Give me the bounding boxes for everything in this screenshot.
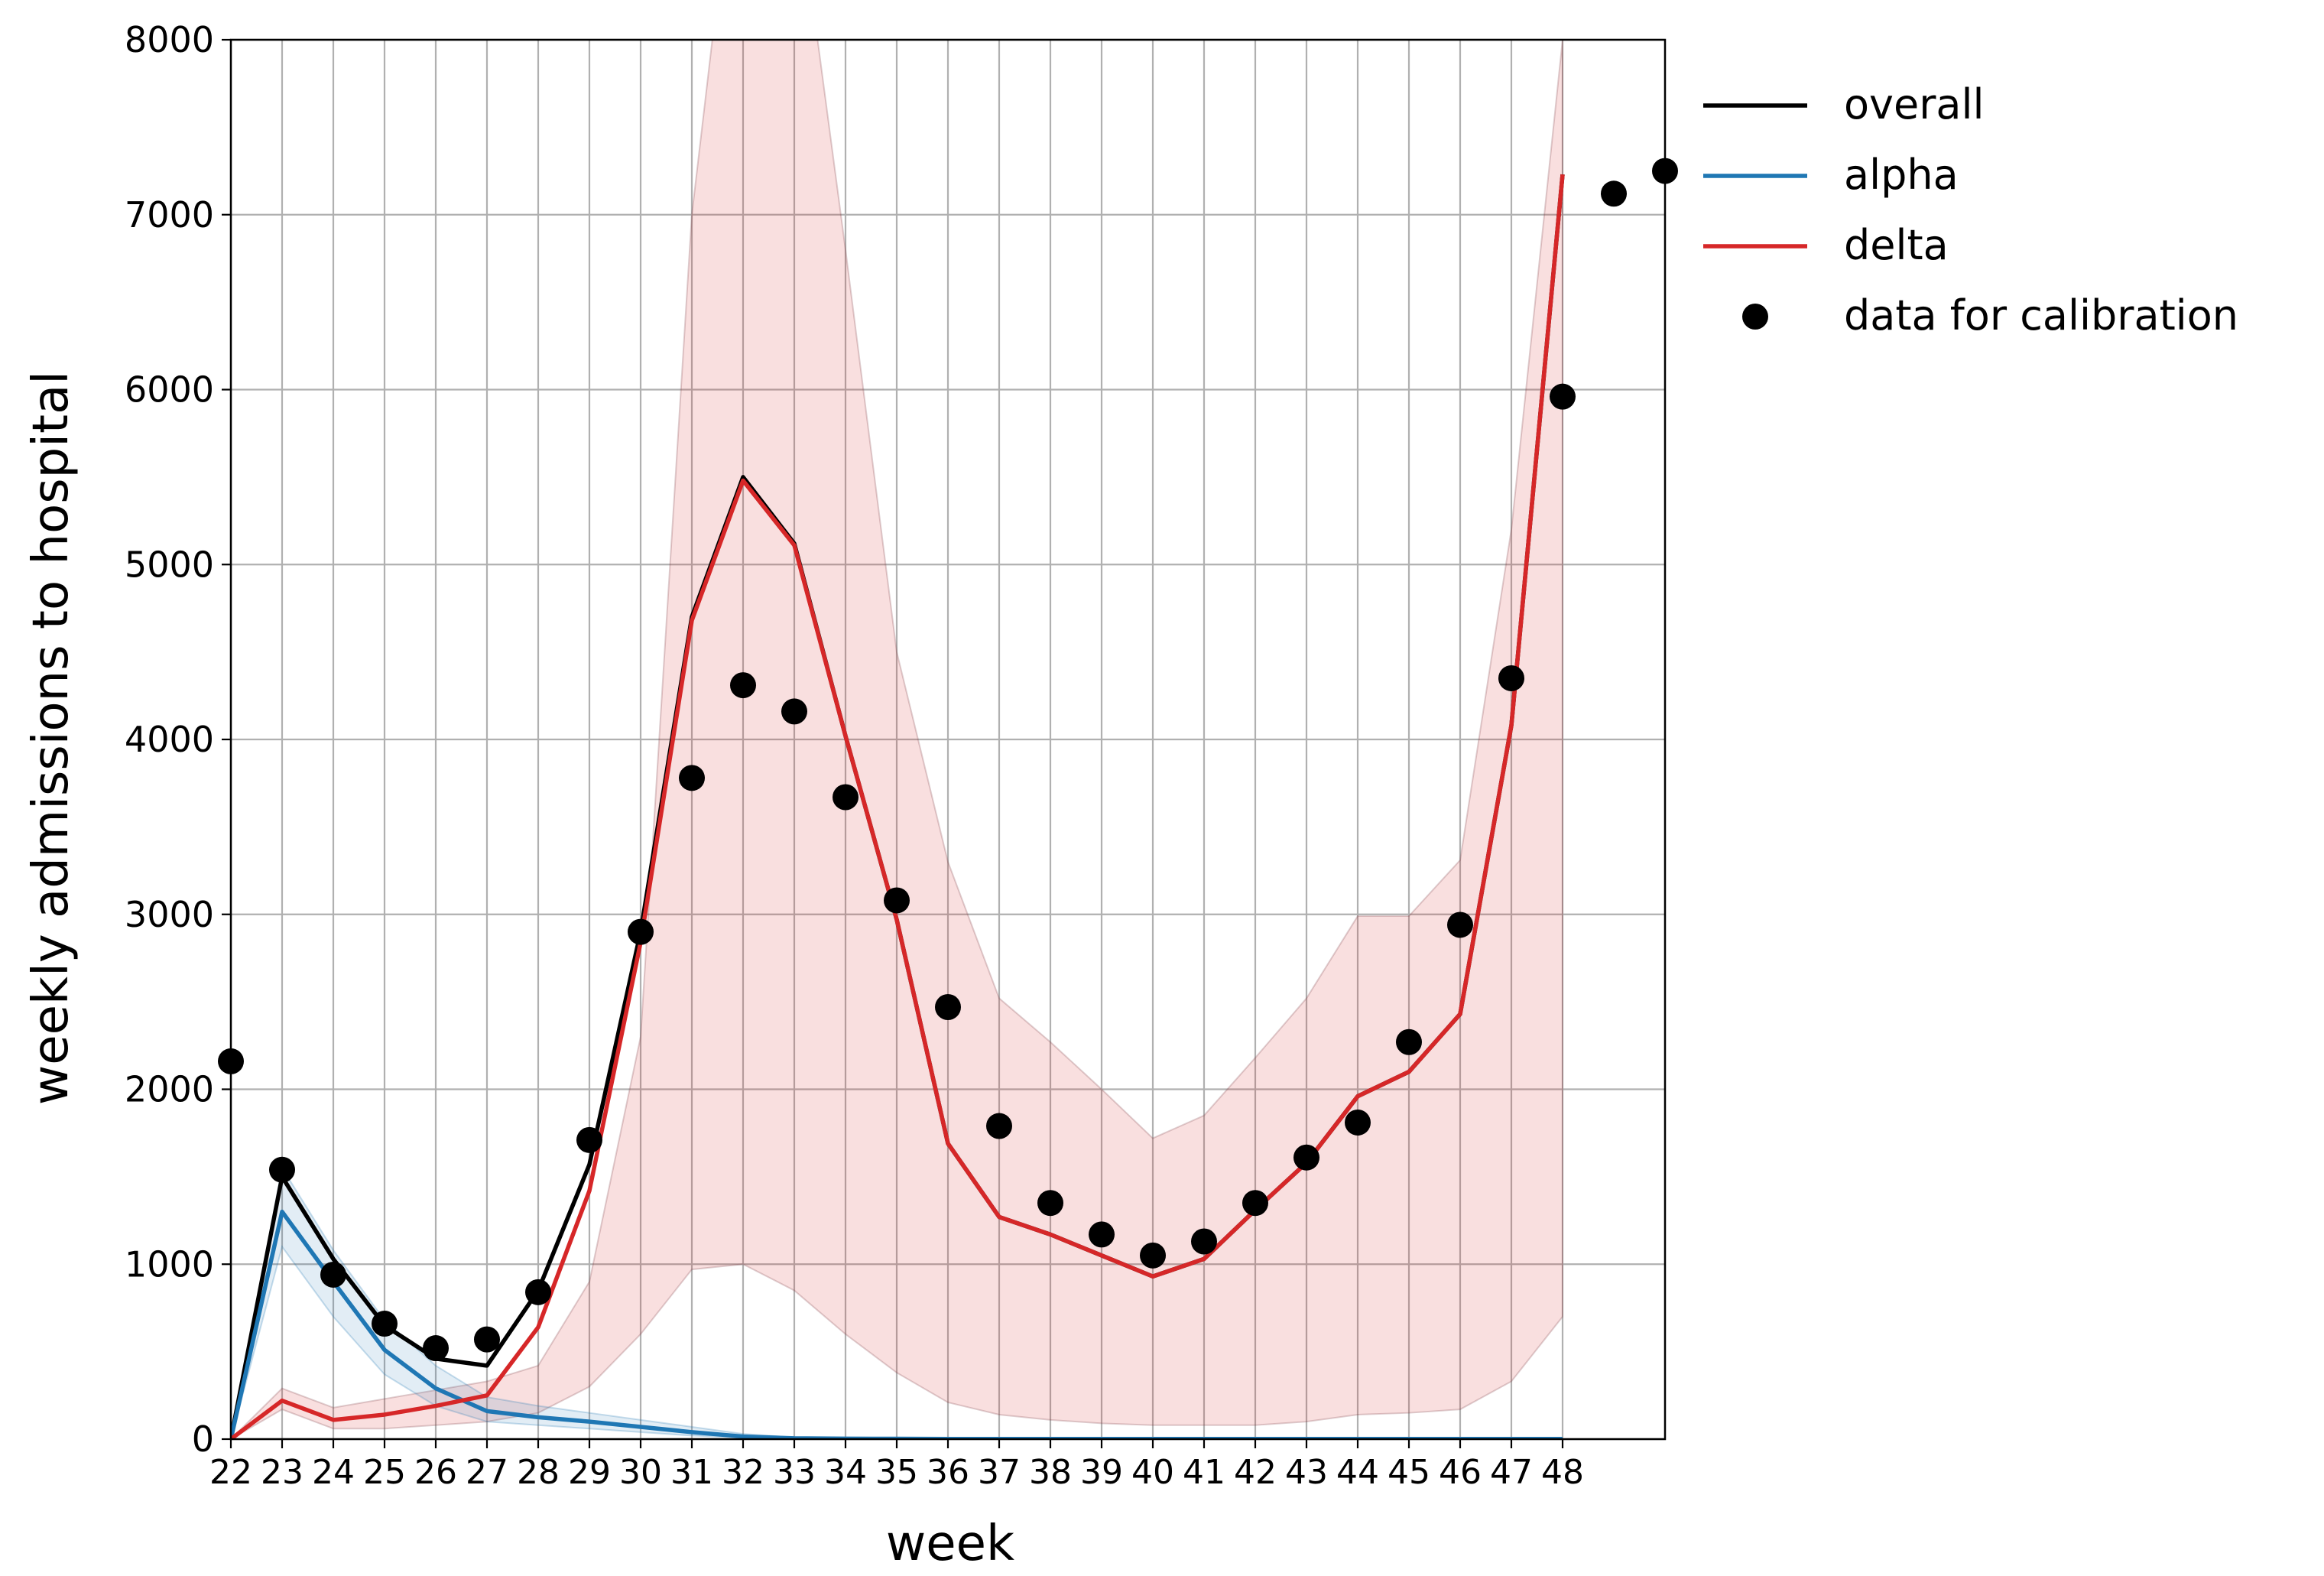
- calibration-point: [833, 784, 859, 811]
- x-tick-label: 22: [209, 1453, 252, 1492]
- legend-label-delta: delta: [1844, 221, 1949, 269]
- x-tick-label: 44: [1336, 1453, 1379, 1492]
- x-tick-label: 29: [568, 1453, 611, 1492]
- calibration-point: [679, 765, 705, 791]
- calibration-point: [1498, 665, 1524, 691]
- calibration-point: [884, 887, 910, 914]
- calibration-point: [935, 993, 961, 1020]
- y-tick-label: 2000: [125, 1069, 214, 1110]
- calibration-point: [372, 1311, 398, 1337]
- y-tick-label: 0: [192, 1418, 214, 1460]
- calibration-point: [1037, 1190, 1063, 1217]
- calibration-point: [628, 918, 654, 945]
- y-tick-label: 6000: [125, 369, 214, 411]
- calibration-point: [1396, 1028, 1422, 1055]
- calibration-point: [1191, 1228, 1217, 1255]
- calibration-point: [423, 1335, 449, 1362]
- x-tick-label: 33: [773, 1453, 816, 1492]
- x-tick-label: 34: [824, 1453, 867, 1492]
- calibration-point: [1242, 1190, 1268, 1217]
- calibration-point: [576, 1126, 602, 1153]
- legend-label-data-for-calibration: data for calibration: [1844, 291, 2238, 340]
- x-tick-label: 41: [1183, 1453, 1225, 1492]
- y-axis-label: weekly admissions to hospital: [23, 371, 80, 1105]
- y-tick-label: 3000: [125, 894, 214, 935]
- x-axis-label: week: [886, 1516, 1014, 1572]
- x-tick-label: 24: [312, 1453, 355, 1492]
- legend-label-alpha: alpha: [1844, 151, 1959, 199]
- calibration-point: [269, 1156, 295, 1183]
- y-axis-ticks: 0 1000 2000 3000 4000 5000 6000 7000 8000: [125, 19, 231, 1460]
- x-tick-label: 23: [261, 1453, 303, 1492]
- delta-line: [231, 174, 1565, 1439]
- y-tick-label: 8000: [125, 19, 214, 60]
- calibration-point: [1550, 383, 1576, 410]
- x-tick-label: 38: [1029, 1453, 1072, 1492]
- x-tick-label: 40: [1131, 1453, 1174, 1492]
- y-tick-label: 7000: [125, 194, 214, 236]
- legend-marker-data-for-calibration: [1742, 304, 1768, 330]
- x-tick-label: 31: [670, 1453, 713, 1492]
- x-tick-label: 46: [1439, 1453, 1482, 1492]
- x-tick-label: 35: [875, 1453, 918, 1492]
- x-tick-label: 30: [619, 1453, 662, 1492]
- legend-label-overall: overall: [1844, 80, 1985, 128]
- delta-band: [231, 40, 1563, 1439]
- calibration-point: [986, 1113, 1012, 1139]
- x-tick-label: 28: [517, 1453, 560, 1492]
- y-tick-label: 5000: [125, 544, 214, 585]
- x-tick-label: 45: [1388, 1453, 1430, 1492]
- x-tick-label: 32: [722, 1453, 764, 1492]
- calibration-point: [1345, 1109, 1371, 1136]
- calibration-point: [781, 698, 807, 725]
- calibration-point: [1089, 1221, 1115, 1248]
- x-tick-label: 39: [1080, 1453, 1123, 1492]
- y-tick-label: 4000: [125, 719, 214, 760]
- x-tick-label: 43: [1285, 1453, 1328, 1492]
- x-tick-label: 42: [1234, 1453, 1277, 1492]
- calibration-point: [474, 1326, 500, 1353]
- calibration-point: [320, 1261, 346, 1288]
- calibration-point: [1601, 180, 1627, 207]
- calibration-point: [1140, 1242, 1166, 1269]
- calibration-point: [525, 1279, 551, 1305]
- x-tick-label: 48: [1541, 1453, 1584, 1492]
- x-tick-label: 36: [927, 1453, 969, 1492]
- calibration-point: [730, 672, 756, 699]
- x-tick-label: 37: [978, 1453, 1021, 1492]
- calibration-point: [1293, 1144, 1319, 1171]
- x-tick-label: 26: [414, 1453, 457, 1492]
- x-tick-label: 47: [1490, 1453, 1533, 1492]
- legend: overall alpha delta data for calibration: [1703, 80, 2238, 340]
- calibration-point: [1447, 911, 1473, 938]
- x-tick-label: 25: [363, 1453, 406, 1492]
- x-tick-label: 27: [466, 1453, 508, 1492]
- y-tick-label: 1000: [125, 1243, 214, 1285]
- x-axis-ticks: 22 23 24 25 26 27 28 29 30 31 32 33 34 35 36 37 38 39 40 41…: [209, 1439, 1584, 1492]
